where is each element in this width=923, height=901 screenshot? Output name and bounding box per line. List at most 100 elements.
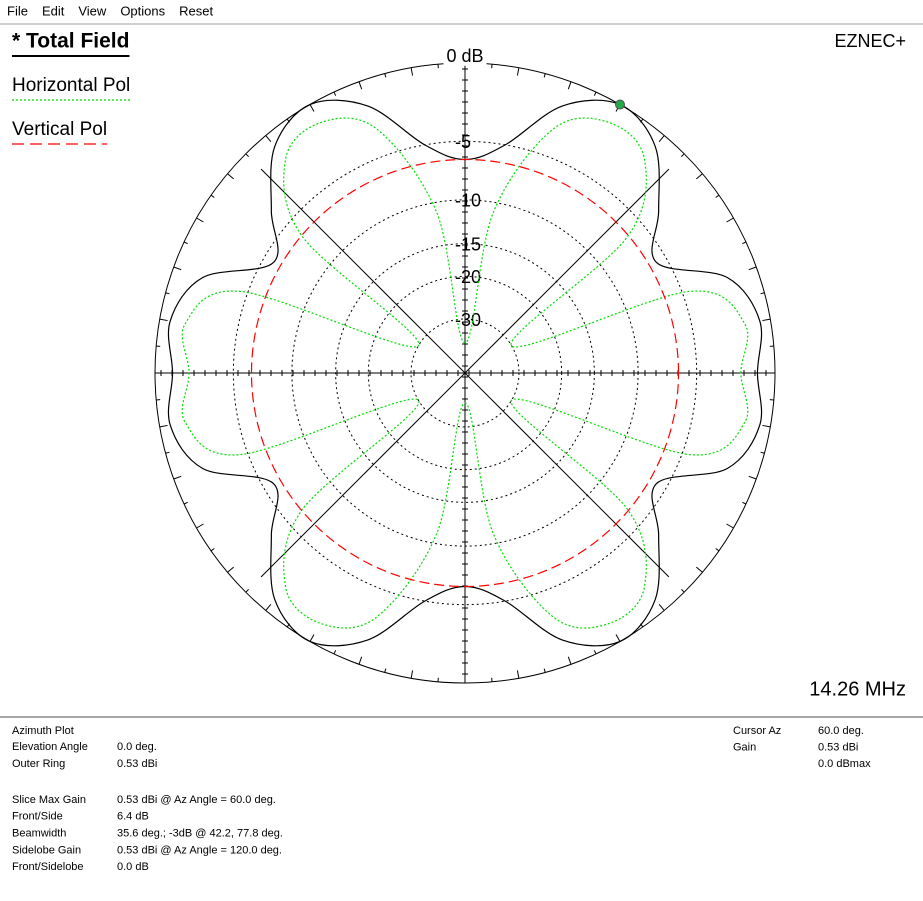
- azimuth-tick: [715, 194, 720, 198]
- menu-item[interactable]: View: [78, 3, 107, 18]
- azimuth-tick: [245, 589, 249, 593]
- azimuth-tick: [742, 241, 747, 245]
- azimuth-tick: [358, 656, 363, 665]
- pattern-curve: [250, 158, 680, 588]
- azimuth-tick: [165, 451, 170, 454]
- azimuth-tick: [593, 650, 597, 655]
- azimuth-tick: [516, 67, 520, 76]
- azimuth-tick: [658, 604, 665, 611]
- azimuth-tick: [384, 73, 387, 78]
- stat-value: 0.53 dBi @ Az Angle = 60.0 deg.: [117, 794, 276, 806]
- stat-value: 35.6 deg.; -3dB @ 42.2, 77.8 deg.: [117, 828, 283, 840]
- plot: 0 dB -5 -10 -15 -20 -30: [154, 45, 776, 684]
- azimuth-tick: [196, 217, 204, 223]
- azimuth-tick: [196, 523, 204, 529]
- menu-item[interactable]: Edit: [42, 3, 65, 18]
- frequency: 14.26 MHz: [809, 678, 906, 700]
- azimuth-tick: [543, 668, 546, 673]
- stat-label: Front/Side: [12, 811, 63, 823]
- azimuth-tick: [726, 217, 734, 223]
- menu-item[interactable]: Options: [120, 3, 165, 18]
- stat-value: 6.4 dB: [117, 811, 149, 823]
- legend-label[interactable]: * Total Field: [12, 30, 129, 53]
- ring-label: 0 dB: [446, 46, 483, 66]
- azimuth-tick: [726, 523, 734, 529]
- azimuth-tick: [410, 670, 414, 679]
- info-value: 0.0 deg.: [117, 741, 157, 753]
- azimuth-tick: [658, 135, 665, 142]
- cursor-value: 60.0 deg.: [818, 725, 864, 737]
- azimuth-tick: [516, 670, 520, 679]
- cursor-marker: [615, 99, 625, 110]
- cursor-value: 0.53 dBi: [818, 741, 858, 753]
- info-label: Elevation Angle: [12, 741, 88, 753]
- azimuth-tick: [210, 548, 215, 552]
- azimuth-tick: [265, 604, 272, 611]
- azimuth-tick: [748, 475, 757, 480]
- azimuth-tick: [715, 548, 720, 552]
- azimuth-tick: [333, 91, 337, 96]
- azimuth-tick: [358, 81, 363, 90]
- label-bg: [443, 45, 487, 66]
- azimuth-tick: [762, 318, 771, 322]
- azimuth-tick: [333, 650, 337, 655]
- ring-label: -20: [455, 267, 481, 287]
- azimuth-tick: [227, 566, 234, 573]
- stat-value: 0.0 dB: [117, 861, 149, 873]
- azimuth-tick: [210, 194, 215, 198]
- azimuth-tick: [309, 634, 315, 642]
- legend-label[interactable]: Vertical Pol: [12, 119, 107, 140]
- azimuth-tick: [762, 424, 771, 428]
- ring-label: -5: [455, 132, 471, 152]
- stat-label: Slice Max Gain: [12, 794, 86, 806]
- stat-value: 0.53 dBi @ Az Angle = 120.0 deg.: [117, 844, 282, 856]
- azimuth-tick: [159, 424, 168, 428]
- azimuth-tick: [681, 589, 685, 593]
- azimuth-tick: [543, 73, 546, 78]
- ring-label: -30: [455, 310, 481, 330]
- axis-line: [260, 168, 670, 578]
- azimuth-tick: [159, 318, 168, 322]
- azimuth-tick: [183, 501, 188, 505]
- menu-item[interactable]: File: [7, 3, 28, 18]
- azimuth-tick: [696, 566, 703, 573]
- menu-item[interactable]: Reset: [179, 3, 213, 18]
- plot-type: Azimuth Plot: [12, 725, 74, 737]
- info-value: 0.53 dBi: [117, 758, 157, 770]
- azimuth-tick: [410, 67, 414, 76]
- azimuth-tick: [165, 292, 170, 295]
- stat-label: Front/Sidelobe: [12, 861, 84, 873]
- ring-label: -15: [455, 234, 481, 254]
- azimuth-tick: [593, 91, 597, 96]
- azimuth-tick: [384, 668, 387, 673]
- azimuth-tick: [309, 104, 315, 112]
- azimuth-tick: [760, 451, 765, 454]
- menu-bar: [0, 0, 923, 24]
- brand: EZNEC+: [834, 31, 906, 51]
- azimuth-tick: [567, 656, 572, 665]
- azimuth-tick: [615, 634, 621, 642]
- azimuth-tick: [183, 241, 188, 245]
- info-label: Outer Ring: [12, 758, 65, 770]
- cursor-label: Gain: [733, 741, 756, 753]
- pattern-curve: [181, 117, 749, 629]
- stat-label: Beamwidth: [12, 828, 66, 840]
- azimuth-tick: [742, 501, 747, 505]
- legend-label[interactable]: Horizontal Pol: [12, 75, 130, 96]
- cursor-label: Cursor Az: [733, 725, 781, 737]
- azimuth-tick: [173, 475, 182, 480]
- azimuth-tick: [173, 266, 182, 271]
- azimuth-tick: [748, 266, 757, 271]
- azimuth-tick: [227, 173, 234, 180]
- azimuth-tick: [696, 173, 703, 180]
- azimuth-tick: [760, 292, 765, 295]
- ring-label: -10: [455, 191, 481, 211]
- azimuth-tick: [265, 135, 272, 142]
- stat-label: Sidelobe Gain: [12, 844, 81, 856]
- azimuth-tick: [681, 153, 685, 157]
- cursor-value: 0.0 dBmax: [818, 758, 871, 770]
- azimuth-tick: [245, 153, 249, 157]
- azimuth-tick: [567, 81, 572, 90]
